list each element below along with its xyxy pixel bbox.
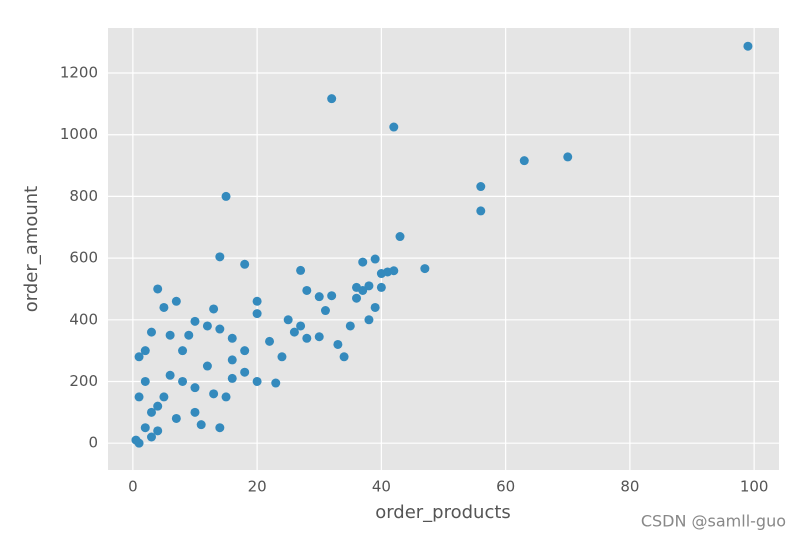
x-tick-label: 60	[496, 478, 515, 496]
point	[146, 407, 156, 417]
point	[178, 376, 188, 386]
point	[134, 392, 144, 402]
point	[221, 392, 231, 402]
point	[184, 330, 194, 340]
point	[252, 376, 262, 386]
point	[743, 41, 753, 51]
point	[209, 304, 219, 314]
point	[209, 389, 219, 399]
point	[389, 266, 399, 276]
point	[345, 321, 355, 331]
point	[252, 296, 262, 306]
point	[476, 182, 486, 192]
y-tick-label: 200	[69, 372, 98, 390]
point	[140, 376, 150, 386]
point	[131, 435, 141, 445]
point	[376, 282, 386, 292]
point	[265, 336, 275, 346]
point	[159, 302, 169, 312]
y-tick-label: 0	[88, 434, 98, 452]
point	[146, 327, 156, 337]
point	[364, 315, 374, 325]
point	[395, 232, 405, 242]
point	[271, 378, 281, 388]
point	[320, 306, 330, 316]
y-tick-label: 400	[69, 310, 98, 328]
point	[296, 265, 306, 275]
point	[370, 254, 380, 264]
point	[165, 330, 175, 340]
point	[296, 321, 306, 331]
point	[153, 284, 163, 294]
point	[364, 281, 374, 291]
point	[190, 316, 200, 326]
point	[202, 361, 212, 371]
point	[302, 285, 312, 295]
point	[190, 407, 200, 417]
x-tick-label: 20	[248, 478, 267, 496]
point	[389, 122, 399, 132]
y-axis-label: order_amount	[21, 186, 42, 312]
x-tick-label: 40	[372, 478, 391, 496]
point	[283, 315, 293, 325]
point	[370, 302, 380, 312]
point	[563, 152, 573, 162]
point	[476, 206, 486, 216]
point	[140, 423, 150, 433]
point	[140, 346, 150, 356]
point	[215, 252, 225, 262]
point	[190, 383, 200, 393]
point	[134, 352, 144, 362]
point	[153, 426, 163, 436]
point	[314, 292, 324, 302]
x-tick-label: 0	[128, 478, 138, 496]
point	[215, 324, 225, 334]
point	[358, 285, 368, 295]
x-tick-label: 80	[620, 478, 639, 496]
point	[146, 432, 156, 442]
point	[252, 309, 262, 319]
point	[333, 339, 343, 349]
point	[202, 321, 212, 331]
point	[327, 94, 337, 104]
point	[358, 257, 368, 267]
point	[171, 413, 181, 423]
watermark: CSDN @samll-guo	[641, 512, 786, 531]
point	[171, 296, 181, 306]
point	[314, 332, 324, 342]
point	[327, 291, 337, 301]
point	[159, 392, 169, 402]
y-tick-label: 1200	[60, 64, 98, 82]
point	[227, 373, 237, 383]
point	[339, 352, 349, 362]
point	[227, 355, 237, 365]
point	[240, 346, 250, 356]
point	[519, 156, 529, 166]
point	[352, 293, 362, 303]
point	[420, 264, 430, 274]
point	[289, 327, 299, 337]
point	[227, 333, 237, 343]
point	[153, 401, 163, 411]
point	[178, 346, 188, 356]
point	[221, 191, 231, 201]
point	[165, 370, 175, 380]
point	[240, 259, 250, 269]
y-tick-label: 1000	[60, 125, 98, 143]
point	[277, 352, 287, 362]
point	[240, 367, 250, 377]
point	[215, 423, 225, 433]
x-axis-label: order_products	[375, 502, 511, 523]
y-tick-label: 600	[69, 249, 98, 267]
x-tick-label: 100	[740, 478, 769, 496]
point	[302, 333, 312, 343]
y-tick-label: 800	[69, 187, 98, 205]
plot-area	[108, 28, 779, 470]
point	[196, 420, 206, 430]
